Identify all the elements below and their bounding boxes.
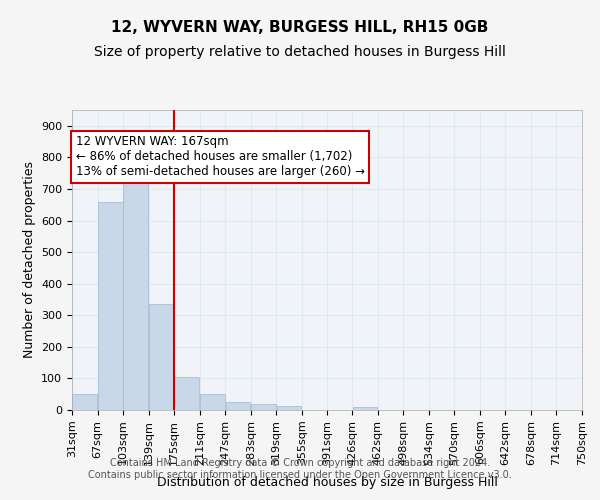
Y-axis label: Number of detached properties: Number of detached properties <box>23 162 35 358</box>
Text: 12, WYVERN WAY, BURGESS HILL, RH15 0GB: 12, WYVERN WAY, BURGESS HILL, RH15 0GB <box>112 20 488 35</box>
Bar <box>149 304 174 410</box>
Bar <box>98 202 123 410</box>
Bar <box>226 402 250 410</box>
Bar <box>124 173 148 410</box>
Bar <box>353 408 377 410</box>
Text: Contains HM Land Registry data © Crown copyright and database right 2024.
Contai: Contains HM Land Registry data © Crown c… <box>88 458 512 480</box>
Bar <box>277 406 301 410</box>
Bar <box>251 404 276 410</box>
Text: Size of property relative to detached houses in Burgess Hill: Size of property relative to detached ho… <box>94 45 506 59</box>
Text: 12 WYVERN WAY: 167sqm
← 86% of detached houses are smaller (1,702)
13% of semi-d: 12 WYVERN WAY: 167sqm ← 86% of detached … <box>76 136 365 178</box>
Bar <box>200 394 225 410</box>
Bar <box>73 394 97 410</box>
X-axis label: Distribution of detached houses by size in Burgess Hill: Distribution of detached houses by size … <box>157 476 497 489</box>
Bar <box>175 377 199 410</box>
